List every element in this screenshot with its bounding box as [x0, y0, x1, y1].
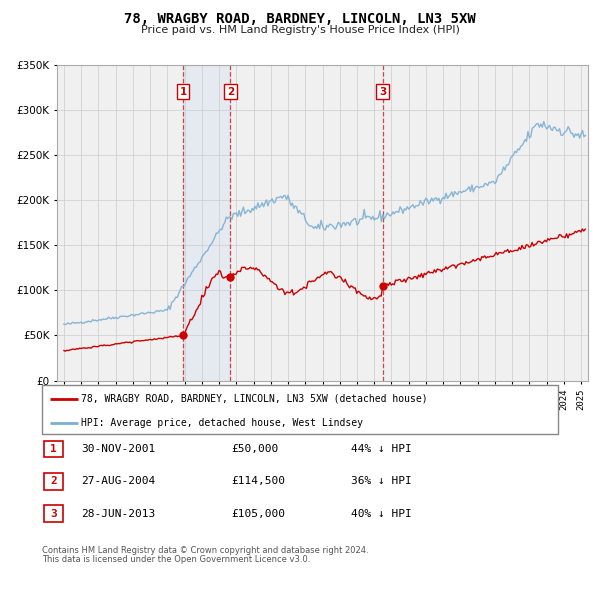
Text: 36% ↓ HPI: 36% ↓ HPI: [351, 477, 412, 486]
Text: 78, WRAGBY ROAD, BARDNEY, LINCOLN, LN3 5XW (detached house): 78, WRAGBY ROAD, BARDNEY, LINCOLN, LN3 5…: [80, 394, 427, 404]
Text: 1: 1: [179, 87, 187, 97]
Text: 30-NOV-2001: 30-NOV-2001: [81, 444, 155, 454]
Bar: [44, 441, 63, 457]
Text: 28-JUN-2013: 28-JUN-2013: [81, 509, 155, 519]
Text: 2: 2: [50, 477, 57, 486]
Text: HPI: Average price, detached house, West Lindsey: HPI: Average price, detached house, West…: [80, 418, 362, 428]
Text: £50,000: £50,000: [231, 444, 278, 454]
Text: This data is licensed under the Open Government Licence v3.0.: This data is licensed under the Open Gov…: [42, 555, 310, 564]
Text: 27-AUG-2004: 27-AUG-2004: [81, 477, 155, 486]
Bar: [44, 473, 63, 490]
Text: 78, WRAGBY ROAD, BARDNEY, LINCOLN, LN3 5XW: 78, WRAGBY ROAD, BARDNEY, LINCOLN, LN3 5…: [124, 12, 476, 26]
Text: 40% ↓ HPI: 40% ↓ HPI: [351, 509, 412, 519]
Bar: [44, 506, 63, 522]
Text: £105,000: £105,000: [231, 509, 285, 519]
Text: 1: 1: [50, 444, 57, 454]
Text: Price paid vs. HM Land Registry's House Price Index (HPI): Price paid vs. HM Land Registry's House …: [140, 25, 460, 35]
Bar: [183, 65, 230, 381]
Text: 44% ↓ HPI: 44% ↓ HPI: [351, 444, 412, 454]
Text: Contains HM Land Registry data © Crown copyright and database right 2024.: Contains HM Land Registry data © Crown c…: [42, 546, 368, 555]
Text: 3: 3: [379, 87, 386, 97]
Text: 3: 3: [50, 509, 57, 519]
Text: 2: 2: [227, 87, 234, 97]
Text: £114,500: £114,500: [231, 477, 285, 486]
